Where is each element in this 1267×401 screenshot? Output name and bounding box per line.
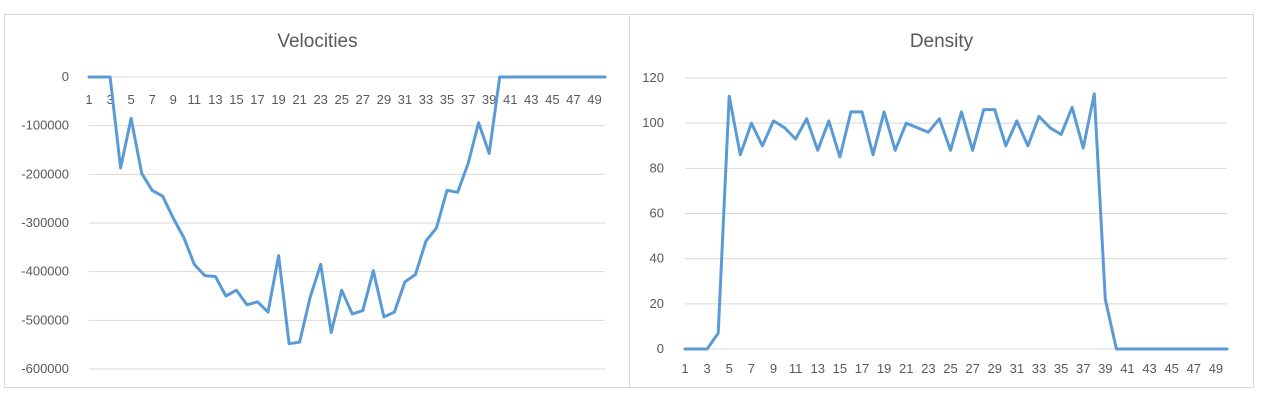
x-tick-label: 33	[419, 92, 433, 107]
series-line	[87, 75, 607, 346]
x-tick-label: 21	[899, 361, 913, 376]
velocities-chart-panel: Velocities 0 -100000 -200000 -300000 -400000…	[4, 14, 631, 388]
x-tick-label: 41	[1120, 361, 1134, 376]
x-tick-label: 35	[1054, 361, 1068, 376]
y-tick-label: 80	[650, 160, 664, 175]
x-tick-label: 43	[1142, 361, 1156, 376]
x-tick-label: 49	[587, 92, 601, 107]
x-tick-label: 17	[250, 92, 264, 107]
x-tick-label: 7	[748, 361, 755, 376]
y-tick-label: 60	[650, 206, 664, 221]
x-tick-label: 1	[85, 92, 92, 107]
x-tick-label: 25	[335, 92, 349, 107]
x-tick-label: 39	[482, 92, 496, 107]
velocities-chart-plot: 0 -100000 -200000 -300000 -400000 -500000 -600…	[21, 69, 607, 376]
x-tick-label: 17	[855, 361, 869, 376]
y-tick-label: -400000	[21, 264, 69, 279]
x-tick-label: 31	[1010, 361, 1024, 376]
x-tick-label: 37	[461, 92, 475, 107]
x-tick-label: 29	[987, 361, 1001, 376]
x-tick-label: 49	[1209, 361, 1223, 376]
x-tick-label: 9	[770, 361, 777, 376]
x-tick-label: 37	[1076, 361, 1090, 376]
x-tick-label: 43	[524, 92, 538, 107]
x-tick-label: 29	[377, 92, 391, 107]
y-tick-label: -600000	[21, 361, 69, 376]
x-tick-label: 11	[188, 92, 202, 107]
x-tick-label: 45	[545, 92, 559, 107]
x-tick-label: 21	[292, 92, 306, 107]
x-tick-label: 5	[726, 361, 733, 376]
x-tick-label: 15	[833, 361, 847, 376]
x-tick-label: 33	[1032, 361, 1046, 376]
y-tick-label: 20	[650, 296, 664, 311]
x-tick-label: 27	[965, 361, 979, 376]
y-tick-label: 40	[650, 251, 664, 266]
x-tick-label: 13	[208, 92, 222, 107]
series-line	[683, 92, 1229, 351]
y-tick-label: 0	[657, 341, 664, 356]
y-tick-label: 0	[62, 69, 69, 84]
x-tick-label: 41	[503, 92, 517, 107]
x-tick-label: 25	[943, 361, 957, 376]
chart-title: Density	[909, 31, 974, 52]
y-tick-label: 120	[642, 70, 664, 85]
x-tick-label: 19	[877, 361, 891, 376]
x-tick-label: 3	[704, 361, 711, 376]
x-tick-label: 9	[170, 92, 177, 107]
x-tick-label: 15	[229, 92, 243, 107]
x-tick-label: 47	[566, 92, 580, 107]
chart-title: Velocities	[277, 31, 358, 52]
x-tick-label: 47	[1187, 361, 1201, 376]
x-tick-label: 27	[356, 92, 370, 107]
x-tick-label: 1	[681, 361, 688, 376]
y-tick-label: -100000	[21, 118, 69, 133]
x-tick-label: 19	[271, 92, 285, 107]
x-tick-label: 35	[440, 92, 454, 107]
x-tick-label: 5	[128, 92, 135, 107]
x-tick-label: 3	[106, 92, 113, 107]
x-tick-label: 23	[921, 361, 935, 376]
x-tick-label: 13	[811, 361, 825, 376]
x-tick-label: 7	[149, 92, 156, 107]
density-chart-panel: Density 0 20 40 60 80 100 120 1 3 5 7 9 11 13 15 17 19 21…	[629, 14, 1254, 388]
x-tick-label: 39	[1098, 361, 1112, 376]
x-tick-label: 23	[313, 92, 327, 107]
y-tick-label: -200000	[21, 166, 69, 181]
y-tick-label: -300000	[21, 215, 69, 230]
y-tick-label: -500000	[21, 312, 69, 327]
x-tick-label: 11	[789, 361, 803, 376]
x-tick-label: 31	[398, 92, 412, 107]
y-tick-label: 100	[642, 115, 664, 130]
x-tick-label: 45	[1164, 361, 1178, 376]
